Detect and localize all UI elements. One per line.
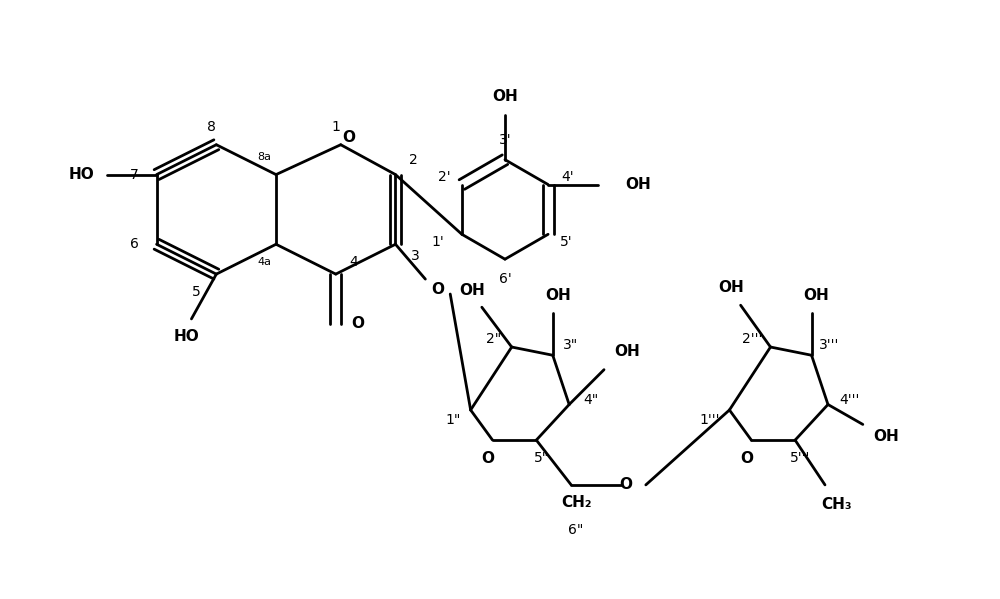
Text: O: O <box>481 450 494 465</box>
Text: O: O <box>740 450 753 465</box>
Text: 2": 2" <box>486 332 501 346</box>
Text: 1''': 1''' <box>699 413 720 427</box>
Text: 4''': 4''' <box>840 392 860 407</box>
Text: HO: HO <box>69 167 95 182</box>
Text: OH: OH <box>873 429 899 444</box>
Text: 3''': 3''' <box>819 338 840 352</box>
Text: 4": 4" <box>583 392 599 407</box>
Text: 5': 5' <box>560 235 572 249</box>
Text: 4': 4' <box>562 170 574 183</box>
Text: OH: OH <box>614 344 640 359</box>
Text: 5: 5 <box>192 285 201 299</box>
Text: 4: 4 <box>349 255 358 269</box>
Text: CH₃: CH₃ <box>822 497 852 512</box>
Text: OH: OH <box>492 89 518 104</box>
Text: O: O <box>619 477 632 492</box>
Text: 2''': 2''' <box>742 332 763 346</box>
Text: 1": 1" <box>445 413 460 427</box>
Text: 6: 6 <box>130 237 139 251</box>
Text: 3': 3' <box>499 133 511 147</box>
Text: OH: OH <box>626 177 651 192</box>
Text: OH: OH <box>804 288 829 303</box>
Text: 3: 3 <box>411 249 420 263</box>
Text: OH: OH <box>459 283 485 298</box>
Text: O: O <box>351 316 364 331</box>
Text: 6": 6" <box>568 523 584 537</box>
Text: HO: HO <box>174 329 199 344</box>
Text: 1: 1 <box>331 120 340 134</box>
Text: 8: 8 <box>207 120 216 134</box>
Text: 5''': 5''' <box>790 451 810 465</box>
Text: 5": 5" <box>534 451 549 465</box>
Text: 1': 1' <box>431 235 444 249</box>
Text: 7: 7 <box>130 168 139 181</box>
Text: 2: 2 <box>409 153 418 167</box>
Text: O: O <box>342 130 355 145</box>
Text: O: O <box>431 282 444 297</box>
Text: OH: OH <box>718 280 744 295</box>
Text: 6': 6' <box>499 272 511 286</box>
Text: 3": 3" <box>563 338 578 352</box>
Text: 2': 2' <box>438 170 450 183</box>
Text: CH₂: CH₂ <box>561 495 591 510</box>
Text: 4a: 4a <box>257 257 271 267</box>
Text: OH: OH <box>545 288 571 303</box>
Text: 8a: 8a <box>257 152 271 162</box>
